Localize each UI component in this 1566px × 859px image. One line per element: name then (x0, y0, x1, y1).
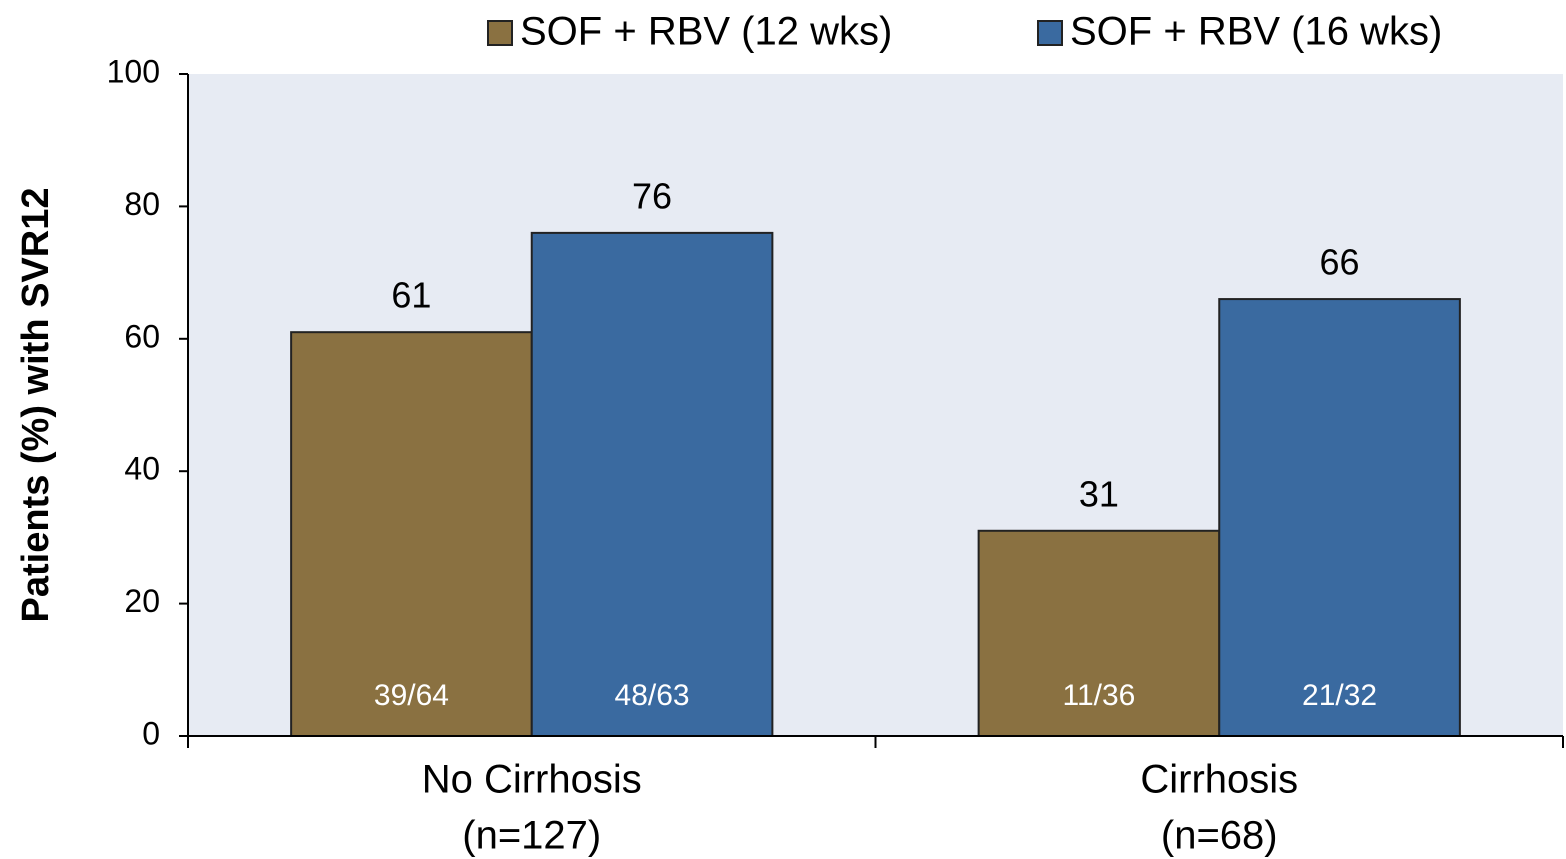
value-label: 76 (632, 175, 672, 216)
bar (1218, 298, 1461, 737)
y-tick-label: 40 (124, 451, 160, 487)
y-tick-label: 60 (124, 318, 160, 354)
count-label: 39/64 (374, 679, 449, 712)
legend-swatch (487, 20, 513, 46)
bar (977, 529, 1221, 738)
value-label: 31 (1079, 473, 1119, 514)
x-tick-label: (n=127) (462, 814, 601, 858)
bar (290, 331, 533, 737)
y-axis-title: Patients (%) with SVR12 (15, 188, 57, 623)
value-label: 61 (391, 275, 431, 316)
count-label: 48/63 (615, 679, 690, 712)
y-tick-label: 100 (107, 53, 160, 89)
count-label: 11/36 (1063, 679, 1136, 712)
value-label: 66 (1320, 242, 1360, 283)
legend-swatch (1037, 20, 1063, 46)
x-tick-label: Cirrhosis (1140, 758, 1298, 802)
legend-label: SOF + RBV (12 wks) (520, 10, 892, 54)
y-tick-label: 20 (124, 583, 160, 619)
legend-label: SOF + RBV (16 wks) (1070, 10, 1442, 54)
bar (530, 231, 774, 737)
y-tick-label: 0 (142, 715, 160, 751)
x-tick-label: (n=68) (1161, 814, 1278, 858)
y-tick-label: 80 (124, 186, 160, 222)
x-tick-label: No Cirrhosis (422, 758, 642, 802)
count-label: 21/32 (1302, 679, 1377, 712)
